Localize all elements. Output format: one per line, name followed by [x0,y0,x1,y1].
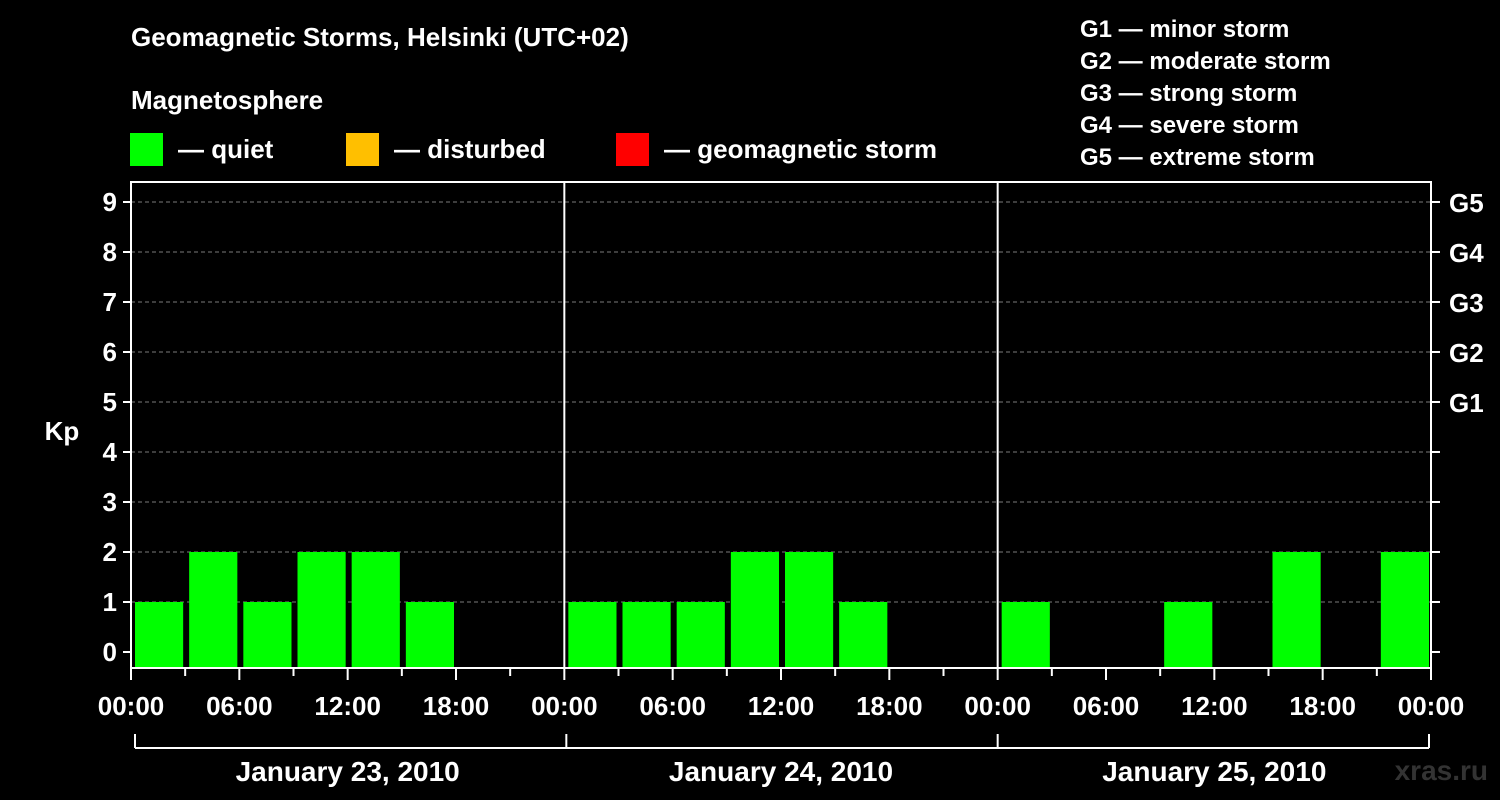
bar-16 [1001,602,1050,668]
legend-label-disturbed: — disturbed [394,133,546,164]
g-scale-label-G5: G5 [1449,188,1484,218]
storm-scale-g4: G4 — severe storm [1080,112,1299,139]
gridlines [131,201,1431,603]
x-tick-label-8: 00:00 [964,691,1031,721]
g-scale-label-G1: G1 [1449,388,1484,418]
bar-19 [1164,602,1213,668]
x-tick-label-12: 00:00 [1398,691,1465,721]
storm-scale-g3: G3 — strong storm [1080,80,1298,107]
legend-swatch-quiet [130,132,163,166]
g-scale-label-G2: G2 [1449,338,1484,368]
x-tick-label-6: 12:00 [748,691,815,721]
legend-item-disturbed: — disturbed [346,132,546,166]
storm-scale-g5: G5 — extreme storm [1080,144,1315,171]
y-tick-label-8: 8 [103,237,117,267]
chart-subtitle: Magnetosphere [131,85,324,115]
bar-8 [568,602,617,668]
bar-11 [730,552,779,668]
x-tick-label-3: 18:00 [423,691,490,721]
legend-swatch-disturbed [346,132,379,166]
day-label-0: January 23, 2010 [236,756,460,787]
watermark: xras.ru [1394,755,1488,786]
bar-23 [1380,552,1429,668]
y-tick-label-6: 6 [103,337,117,367]
storm-scale-legend: G1 — minor storm G2 — moderate storm G3 … [1080,14,1331,174]
y-tick-label-2: 2 [103,537,117,567]
bar-5 [405,602,454,668]
y-axis-label: Kp [45,416,80,446]
y-tick-label-5: 5 [103,387,117,417]
x-tick-label-4: 00:00 [531,691,598,721]
y-tick-label-1: 1 [103,587,117,617]
y-tick-label-4: 4 [103,437,118,467]
bar-21 [1272,552,1321,668]
y-tick-label-0: 0 [103,637,117,667]
day-label-2: January 25, 2010 [1102,756,1326,787]
x-tick-label-7: 18:00 [856,691,923,721]
storm-scale-g2: G2 — moderate storm [1080,48,1331,75]
bar-10 [676,602,725,668]
axis-ticks: 0 1 2 3 4 5 6 7 8 9 G1 G2 G3 G4 G5 00:00 06:00 12:00 18:00… [98,187,1484,787]
legend-label-quiet: — quiet [178,133,274,164]
bar-13 [839,602,888,668]
x-tick-label-1: 06:00 [206,691,273,721]
x-tick-label-11: 18:00 [1289,691,1356,721]
x-tick-label-9: 06:00 [1073,691,1140,721]
bar-0 [135,602,184,668]
bars [135,552,1429,668]
legend-label-storm: — geomagnetic storm [664,133,938,164]
x-tick-label-0: 00:00 [98,691,165,721]
bar-12 [785,552,834,668]
x-tick-label-5: 06:00 [639,691,706,721]
bar-9 [622,602,671,668]
day-label-1: January 24, 2010 [669,756,893,787]
y-tick-label-9: 9 [103,187,117,217]
chart-title: Geomagnetic Storms, Helsinki (UTC+02) [131,22,629,52]
g-scale-label-G3: G3 [1449,288,1484,318]
x-tick-label-10: 12:00 [1181,691,1248,721]
storm-scale-g1: G1 — minor storm [1080,16,1290,43]
legend-item-storm: — geomagnetic storm [616,132,937,166]
bar-4 [351,552,400,668]
bar-2 [243,602,292,668]
y-tick-label-7: 7 [103,287,117,317]
legend-item-quiet: — quiet [130,132,273,166]
legend-swatch-storm [616,132,649,166]
y-tick-label-3: 3 [103,487,117,517]
bar-3 [297,552,346,668]
x-tick-label-2: 12:00 [314,691,381,721]
g-scale-label-G4: G4 [1449,238,1484,268]
bar-1 [189,552,238,668]
